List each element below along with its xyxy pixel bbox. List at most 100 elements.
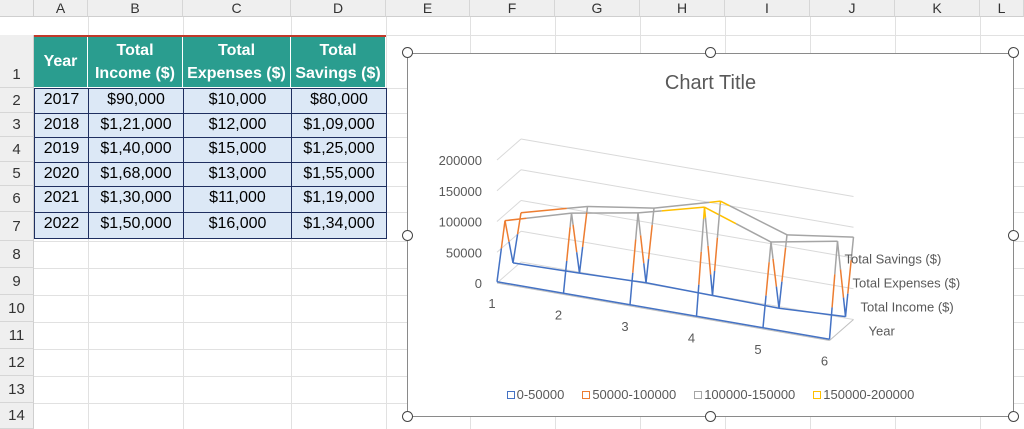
- resize-handle-mid-right[interactable]: [1008, 230, 1019, 241]
- surface-wire: [504, 220, 510, 242]
- table-cell[interactable]: $1,21,000: [88, 113, 184, 138]
- column-header-c[interactable]: C: [183, 0, 291, 17]
- table-cell[interactable]: $12,000: [183, 113, 292, 138]
- table-cell[interactable]: $1,25,000: [291, 137, 387, 163]
- surface-wire: [695, 284, 700, 317]
- surface-wire: [587, 205, 655, 209]
- surface-wire: [645, 258, 650, 283]
- surface-wire: [563, 292, 631, 306]
- table-cell[interactable]: 2022: [34, 212, 89, 239]
- row-header-1[interactable]: 1: [0, 35, 34, 88]
- row-header-6[interactable]: 6: [0, 186, 34, 212]
- grid-line: [496, 169, 522, 192]
- resize-handle-top-left[interactable]: [402, 47, 413, 58]
- table-cell[interactable]: $1,40,000: [88, 137, 184, 163]
- surface-wire: [637, 210, 662, 214]
- resize-handle-bottom-right[interactable]: [1008, 411, 1019, 422]
- legend-item[interactable]: 0-50000: [506, 387, 564, 402]
- legend-swatch: [582, 390, 591, 399]
- surface-wire: [842, 297, 847, 317]
- column-header-f[interactable]: F: [470, 0, 555, 17]
- table-cell[interactable]: $15,000: [183, 137, 292, 163]
- select-all-corner[interactable]: [0, 0, 34, 17]
- column-header-b[interactable]: B: [88, 0, 183, 17]
- column-header-g[interactable]: G: [555, 0, 640, 17]
- column-header-l[interactable]: L: [980, 0, 1024, 17]
- resize-handle-mid-left[interactable]: [402, 230, 413, 241]
- surface-wire: [586, 206, 589, 213]
- header-cell[interactable]: Year: [34, 36, 88, 88]
- column-header-d[interactable]: D: [291, 0, 386, 17]
- table-cell[interactable]: $1,55,000: [291, 162, 387, 187]
- table-cell[interactable]: $1,19,000: [291, 186, 387, 213]
- table-cell[interactable]: $80,000: [291, 88, 387, 114]
- legend-item[interactable]: 100000-150000: [694, 387, 795, 402]
- row-header-14[interactable]: 14: [0, 403, 34, 429]
- resize-handle-top-right[interactable]: [1008, 47, 1019, 58]
- row-header-5[interactable]: 5: [0, 162, 34, 186]
- row-header-8[interactable]: 8: [0, 241, 34, 268]
- floor-edge: [829, 319, 854, 341]
- surface-wire: [828, 307, 833, 340]
- header-cell[interactable]: Total Income ($): [88, 36, 183, 88]
- surface-wire: [696, 315, 764, 329]
- row-header-3[interactable]: 3: [0, 113, 34, 137]
- header-cell[interactable]: Total Expenses ($): [183, 36, 291, 88]
- row-header-10[interactable]: 10: [0, 295, 34, 322]
- header-cell[interactable]: Total Savings ($): [291, 36, 386, 88]
- table-cell[interactable]: $11,000: [183, 186, 292, 213]
- row-header-7[interactable]: 7: [0, 212, 34, 241]
- surface-wire: [729, 205, 788, 236]
- table-cell[interactable]: $1,09,000: [291, 113, 387, 138]
- surface-wire: [762, 295, 767, 328]
- row-header-2[interactable]: 2: [0, 88, 34, 113]
- table-cell[interactable]: $1,34,000: [291, 212, 387, 239]
- resize-handle-bottom-left[interactable]: [402, 411, 413, 422]
- table-cell[interactable]: $1,68,000: [88, 162, 184, 187]
- table-cell[interactable]: $1,50,000: [88, 212, 184, 239]
- row-header-9[interactable]: 9: [0, 268, 34, 295]
- surface-wire: [704, 217, 709, 246]
- row-header-4[interactable]: 4: [0, 137, 34, 162]
- row-header-12[interactable]: 12: [0, 349, 34, 376]
- table-cell[interactable]: $1,30,000: [88, 186, 184, 213]
- surface-wire: [781, 247, 787, 282]
- chart-title[interactable]: Chart Title: [664, 72, 757, 94]
- table-cell[interactable]: 2021: [34, 186, 89, 213]
- legend-label: 100000-150000: [704, 387, 796, 402]
- legend-item[interactable]: 50000-100000: [582, 387, 676, 402]
- surface-wire: [836, 241, 842, 270]
- column-header-j[interactable]: J: [810, 0, 895, 17]
- row-header-13[interactable]: 13: [0, 376, 34, 403]
- table-cell[interactable]: 2019: [34, 137, 89, 163]
- surface-wire: [834, 241, 839, 275]
- row-header-11[interactable]: 11: [0, 322, 34, 349]
- surface-wire: [653, 201, 710, 209]
- table-cell[interactable]: $10,000: [183, 88, 292, 114]
- column-header-e[interactable]: E: [386, 0, 470, 17]
- column-header-a[interactable]: A: [34, 0, 88, 17]
- chart-legend[interactable]: 0-50000 50000-100000 100000-150000 150000-2…: [408, 387, 1013, 402]
- resize-handle-bottom-center[interactable]: [705, 411, 716, 422]
- surface-wire: [496, 248, 503, 282]
- surface-wire: [645, 282, 713, 297]
- x-tick-label: 1: [488, 296, 495, 311]
- table-cell[interactable]: 2018: [34, 113, 89, 138]
- resize-handle-top-center[interactable]: [705, 47, 716, 58]
- surface-wire: [512, 234, 519, 263]
- surface-wire: [500, 220, 506, 249]
- table-cell[interactable]: $90,000: [88, 88, 184, 114]
- surface-chart[interactable]: Chart Title 200000 150000 100000 50000 0 1 2 3 4…: [407, 53, 1014, 417]
- surface-wire: [775, 286, 780, 309]
- table-cell[interactable]: $13,000: [183, 162, 292, 187]
- table-cell[interactable]: $16,000: [183, 212, 292, 239]
- column-header-k[interactable]: K: [895, 0, 980, 17]
- legend-item[interactable]: 150000-200000: [813, 387, 914, 402]
- table-cell[interactable]: 2017: [34, 88, 89, 114]
- table-cell[interactable]: 2020: [34, 162, 89, 187]
- legend-label: 150000-200000: [823, 387, 915, 402]
- column-header-h[interactable]: H: [640, 0, 725, 17]
- depth-axis-label: Total Income ($): [861, 300, 954, 315]
- column-header-i[interactable]: I: [725, 0, 810, 17]
- surface-wire: [720, 200, 731, 207]
